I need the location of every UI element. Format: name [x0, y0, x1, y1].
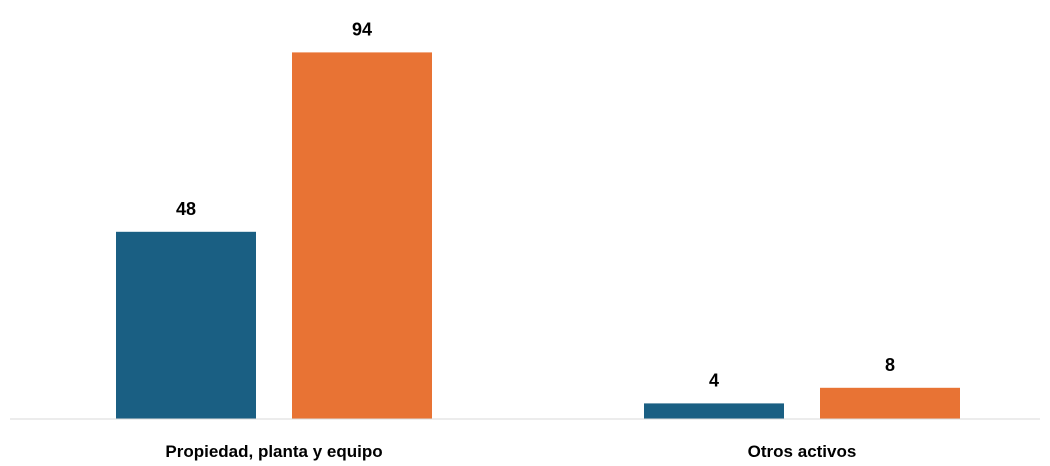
category-label-1: Propiedad, planta y equipo	[165, 442, 382, 461]
bar-2-1	[292, 52, 432, 420]
bar-2-2	[820, 387, 960, 419]
category-labels-group: Propiedad, planta y equipo Otros activos	[165, 442, 856, 461]
data-label-2-1: 94	[352, 19, 372, 39]
bars-group	[116, 52, 960, 420]
data-label-2-2: 8	[885, 355, 895, 375]
category-label-2: Otros activos	[748, 442, 857, 461]
bar-1-1	[116, 231, 256, 419]
data-label-1-1: 48	[176, 199, 196, 219]
data-label-1-2: 4	[709, 370, 719, 390]
bar-1-2	[644, 403, 784, 419]
